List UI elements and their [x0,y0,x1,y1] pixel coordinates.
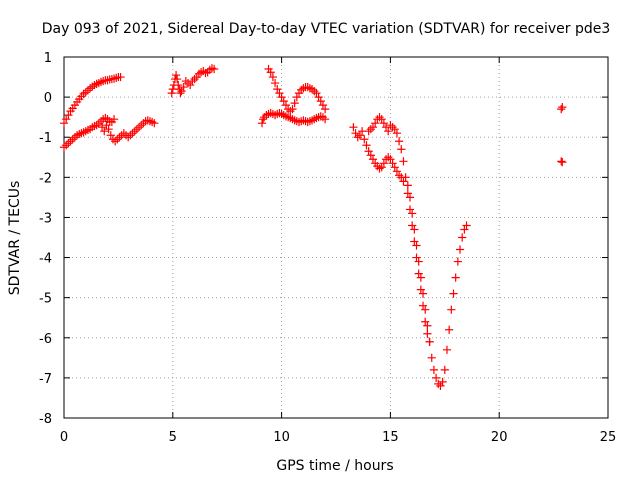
data-point [397,145,406,154]
y-tick-label: -4 [39,252,52,267]
data-point [104,125,113,134]
data-point [349,123,358,132]
data-point [449,289,458,298]
data-point [173,74,182,84]
data-point [453,257,462,266]
y-tick-label: -3 [39,211,52,226]
data-point [558,157,567,167]
data-point [321,115,330,124]
x-tick-label: 20 [491,430,508,445]
x-tick-label: 25 [600,430,617,445]
data-point [167,89,176,98]
data-point [405,193,415,202]
data-point [442,345,452,354]
data-point [418,289,428,298]
data-point [438,377,447,386]
plot-frame [63,56,609,419]
x-tick-label: 10 [273,430,290,445]
y-axis-ticks: 1 0 -1 -2 -3 -4 -5 -6 -7 -8 [39,51,608,427]
data-point [423,321,432,330]
data-point [270,78,280,88]
data-point [412,241,421,250]
data-point [116,72,125,82]
data-point [360,135,369,144]
data-point [290,99,299,108]
data-point [321,105,330,114]
data-point [268,72,277,82]
data-point [447,305,456,314]
data-point [150,119,159,128]
data-point [100,127,109,136]
data-point [109,115,119,124]
data-point [425,337,434,346]
y-tick-label: 0 [44,91,52,106]
data-point [462,221,471,230]
y-tick-label: -7 [39,372,52,387]
y-tick-label: -1 [39,131,52,146]
y-tick-label: -2 [39,171,52,186]
data-points [59,64,567,391]
y-tick-label: -5 [39,292,52,307]
data-point [416,273,425,282]
data-point [421,305,430,314]
data-point [392,129,402,138]
data-point [174,80,183,90]
x-tick-label: 0 [60,430,68,445]
y-tick-label: 1 [44,51,52,66]
x-tick-label: 15 [382,430,399,445]
data-point [427,353,436,362]
data-point [423,329,432,338]
y-axis-label: SDTVAR / TECUs [7,181,23,296]
x-axis-ticks: 0 5 10 15 20 25 [60,57,616,445]
x-axis-label: GPS time / hours [276,458,393,474]
data-point [451,273,460,282]
data-point [403,181,412,190]
data-point [168,84,177,94]
data-point [429,365,439,374]
data-point [440,365,449,374]
data-point [401,173,410,182]
data-point [210,64,219,74]
data-point [358,127,367,136]
data-point [288,105,297,114]
data-point [266,68,275,77]
data-point [257,119,267,128]
grid-layer [64,57,608,418]
data-point [445,325,454,334]
data-point [431,373,441,382]
data-point [408,209,417,218]
data-point [557,157,566,166]
data-point [410,225,419,234]
x-tick-label: 5 [169,430,177,445]
data-point [384,127,393,136]
y-tick-label: -6 [39,332,52,347]
y-tick-label: -8 [39,412,52,427]
data-point [414,257,423,266]
data-point [362,141,371,150]
data-point [179,82,188,92]
data-point [171,70,181,80]
data-point [399,157,408,166]
data-point [558,103,567,112]
data-point [395,137,404,146]
chart-title: Day 093 of 2021, Sidereal Day-to-day VTE… [42,21,611,37]
data-point [458,233,467,242]
data-point [455,245,465,254]
